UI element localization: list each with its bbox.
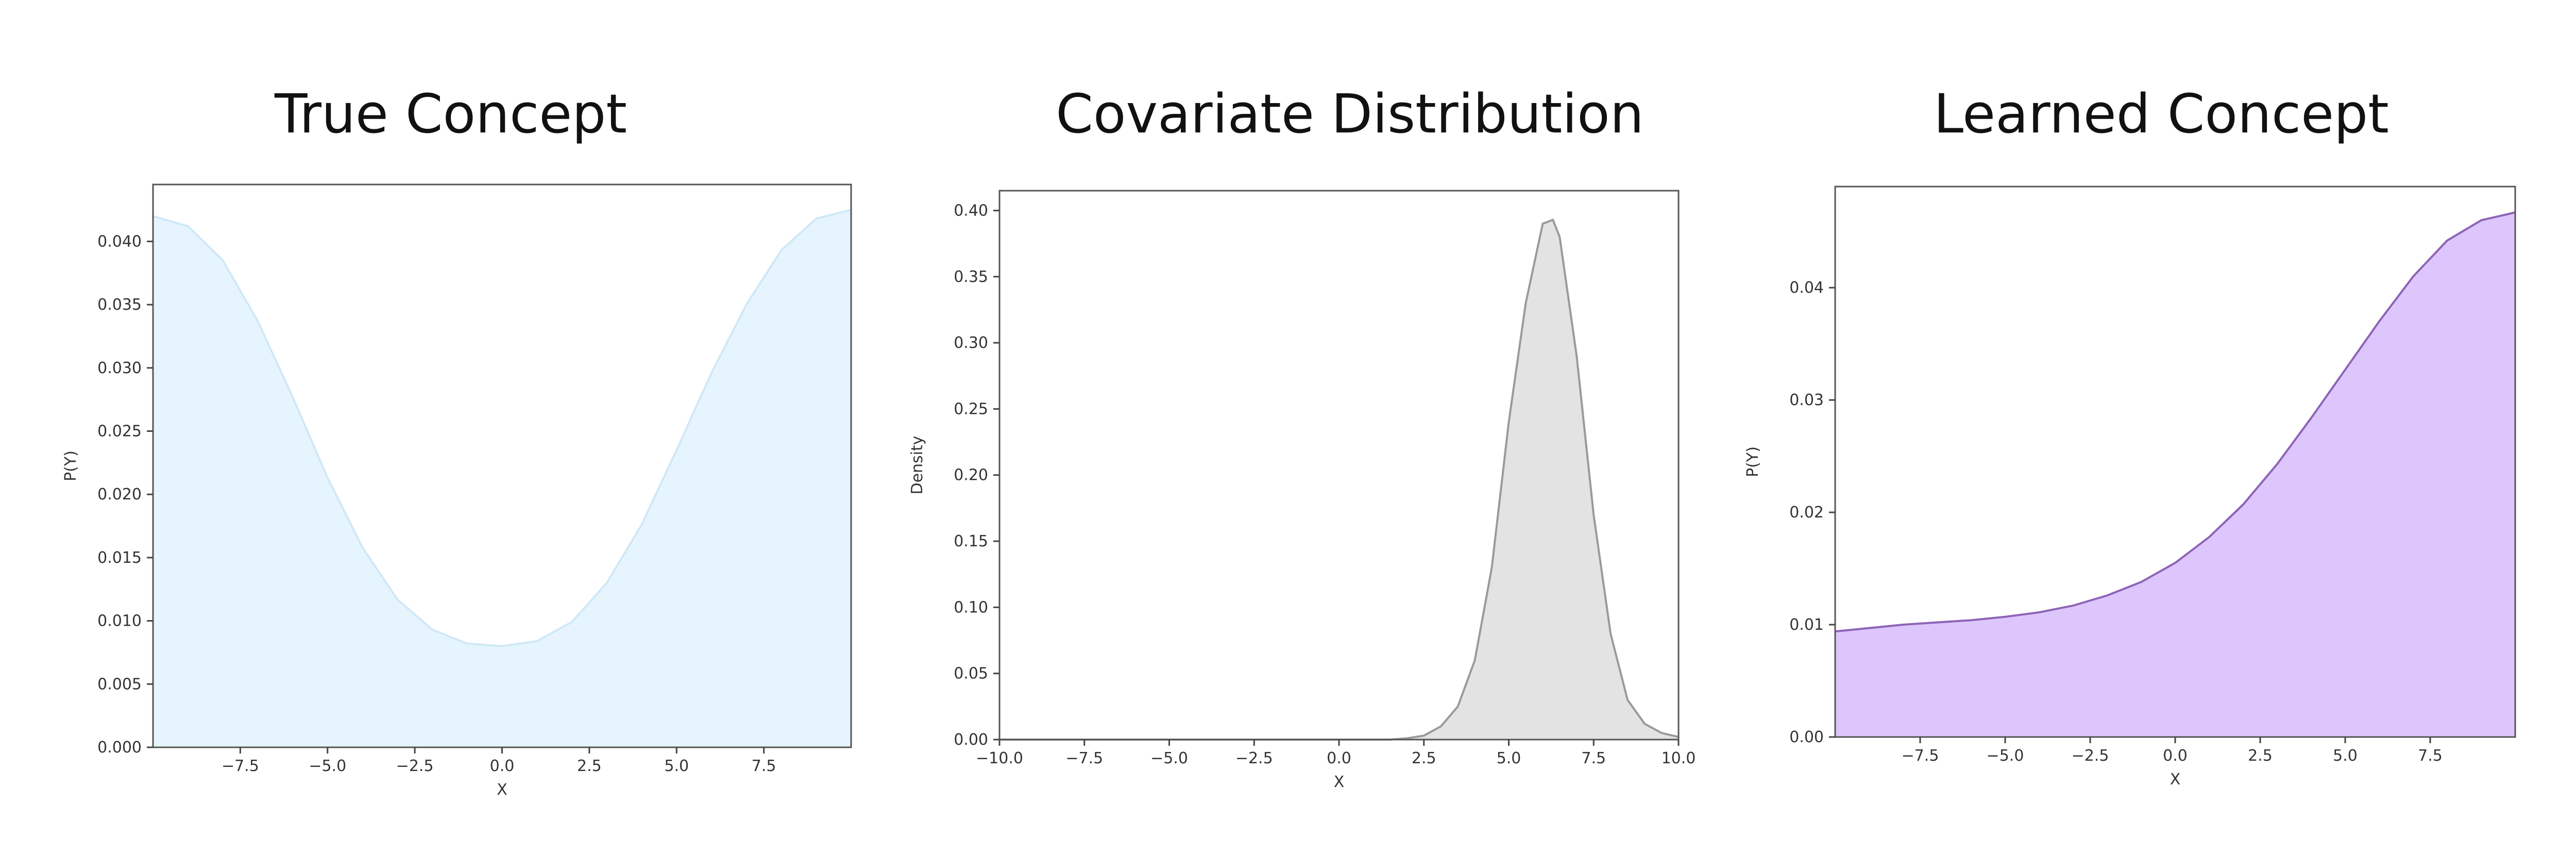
covariate-area [999, 220, 1679, 740]
true-concept-xtick-label: −2.5 [396, 757, 434, 775]
true-concept-ytick-label: 0.030 [97, 359, 142, 377]
learned-concept-xtick-label: −2.5 [2072, 747, 2109, 765]
learned-concept-ytick-label: 0.04 [1789, 279, 1824, 297]
learned-concept-ytick-label: 0.03 [1789, 391, 1824, 409]
true-concept-ytick-label: 0.040 [97, 232, 142, 250]
covariate-ylabel: Density [908, 436, 926, 494]
true-concept-ytick-label: 0.020 [97, 485, 142, 504]
learned-concept-xtick-label: 7.5 [2418, 747, 2443, 765]
covariate-ytick-label: 0.25 [954, 400, 988, 418]
covariate-xtick-label: −10.0 [976, 749, 1023, 767]
true-concept-xtick-label: 0.0 [490, 757, 515, 775]
covariate-xtick-label: 2.5 [1412, 749, 1436, 767]
covariate-xlabel: X [1334, 773, 1345, 791]
covariate-ytick-label: 0.20 [954, 466, 988, 484]
true-concept-ytick-label: 0.035 [97, 296, 142, 314]
covariate-ytick-label: 0.35 [954, 268, 988, 286]
true-concept-xtick-label: 2.5 [577, 757, 602, 775]
learned-concept-area [1835, 212, 2515, 737]
covariate-ytick-label: 0.00 [954, 731, 988, 749]
covariate-ytick-label: 0.15 [954, 532, 988, 550]
learned-concept-xtick-label: −5.0 [1987, 747, 2024, 765]
true-concept-ytick-label: 0.010 [97, 612, 142, 630]
true-concept-ytick-label: 0.015 [97, 549, 142, 567]
covariate-xtick-label: 0.0 [1327, 749, 1351, 767]
true-concept-ytick-label: 0.005 [97, 675, 142, 693]
learned-concept-ylabel: P(Y) [1744, 446, 1762, 477]
true-concept-area [153, 210, 851, 748]
covariate-xtick-label: −5.0 [1150, 749, 1188, 767]
covariate-xtick-label: 5.0 [1497, 749, 1521, 767]
covariate-xtick-label: 10.0 [1662, 749, 1696, 767]
true-concept-xtick-label: 7.5 [752, 757, 776, 775]
true-concept-line [152, 209, 852, 647]
true-concept-xlabel: X [497, 781, 507, 799]
covariate-line [999, 218, 1679, 741]
learned-concept-xtick-label: −7.5 [1902, 747, 1939, 765]
covariate-distribution-title: Covariate Distribution [1056, 82, 1644, 145]
learned-concept-ytick-label: 0.01 [1789, 616, 1824, 634]
true-concept-xtick-label: −7.5 [222, 757, 259, 775]
true-concept-ytick-label: 0.025 [97, 423, 142, 441]
learned-concept-xlabel: X [2170, 771, 2181, 789]
covariate-xtick-label: −2.5 [1235, 749, 1273, 767]
covariate-xtick-label: −7.5 [1065, 749, 1103, 767]
learned-concept-ytick-label: 0.00 [1789, 728, 1824, 746]
true-concept-ytick-label: 0.000 [97, 739, 142, 757]
learned-concept-ytick-label: 0.02 [1789, 504, 1824, 522]
learned-concept-line [1835, 211, 2516, 633]
covariate-chart: −10.0 −7.5 −5.0 −2.5 0.0 2.5 5.0 7.5 10.0 0.00 0.0… [908, 190, 1696, 791]
learned-concept-xtick-label: 5.0 [2333, 747, 2358, 765]
learned-concept-title: Learned Concept [1934, 82, 2389, 145]
covariate-ytick-label: 0.30 [954, 334, 988, 352]
true-concept-ylabel: P(Y) [62, 450, 80, 481]
true-concept-title: True Concept [274, 82, 628, 145]
learned-concept-xtick-label: 2.5 [2248, 747, 2273, 765]
true-concept-chart: −7.5 −5.0 −2.5 0.0 2.5 5.0 7.5 0.000 0.005 0.010 0… [62, 183, 852, 799]
learned-concept-xtick-label: 0.0 [2163, 747, 2188, 765]
covariate-ytick-label: 0.05 [954, 665, 988, 683]
learned-concept-chart: −7.5 −5.0 −2.5 0.0 2.5 5.0 7.5 0.00 0.01 0.02 0.03… [1744, 186, 2516, 789]
true-concept-xtick-label: −5.0 [309, 757, 346, 775]
covariate-ytick-label: 0.10 [954, 598, 988, 616]
covariate-xtick-label: 7.5 [1581, 749, 1606, 767]
true-concept-xtick-label: 5.0 [664, 757, 689, 775]
covariate-ytick-label: 0.40 [954, 202, 988, 220]
